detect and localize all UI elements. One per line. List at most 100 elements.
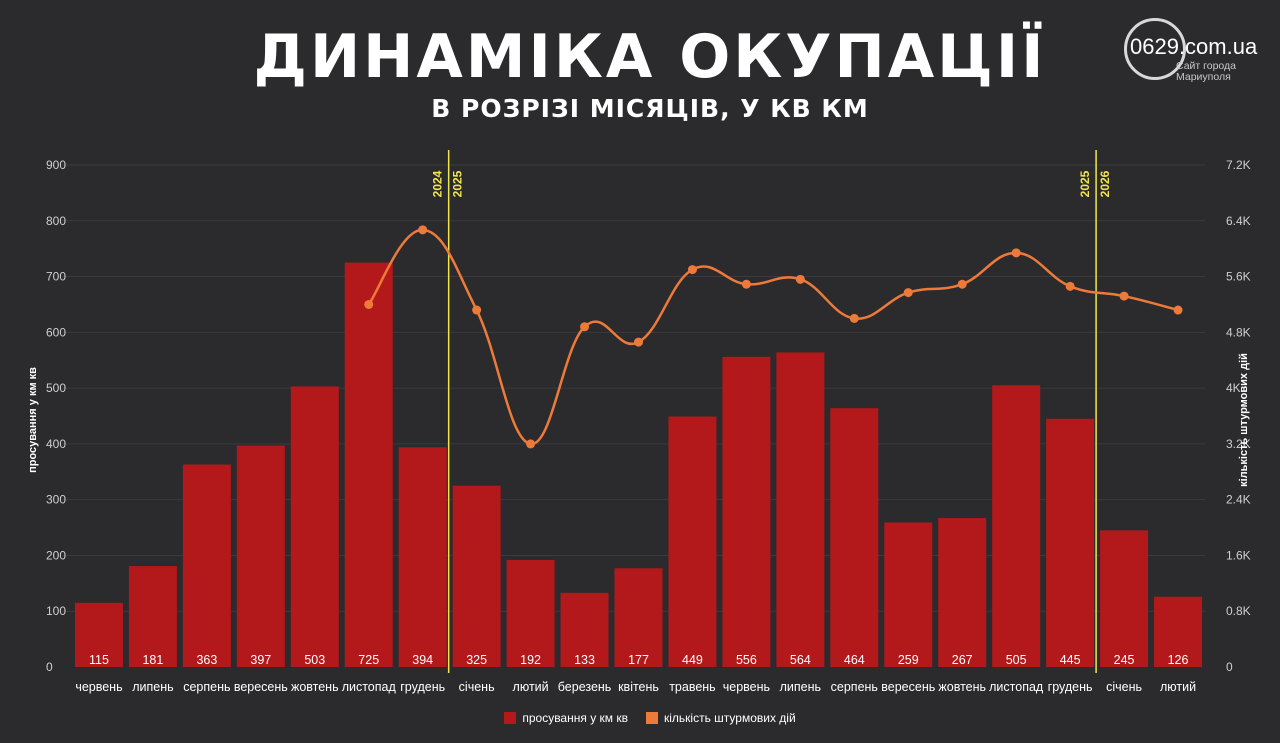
logo-ring-icon xyxy=(1124,18,1186,80)
line-point xyxy=(687,265,697,275)
x-tick-label: жовтень xyxy=(938,680,986,694)
legend-swatch-bars xyxy=(504,712,517,724)
y-tick-label: 800 xyxy=(46,214,66,228)
bar xyxy=(776,352,825,667)
y2-tick-label: 7.2K xyxy=(1226,158,1251,172)
x-tick-label: лютий xyxy=(1160,680,1196,694)
bar-value-label: 126 xyxy=(1168,653,1189,667)
bar xyxy=(668,416,717,667)
bar-value-label: 449 xyxy=(682,653,703,667)
x-tick-label: березень xyxy=(558,680,612,694)
line-point xyxy=(849,313,859,323)
line-point xyxy=(1173,305,1183,315)
bar xyxy=(938,518,987,667)
bar-value-label: 503 xyxy=(304,653,325,667)
legend-item-bars: просування у км кв xyxy=(504,711,628,725)
x-tick-label: жовтень xyxy=(291,680,339,694)
y-tick-label: 400 xyxy=(46,437,66,451)
bar xyxy=(560,592,609,667)
bar-value-label: 464 xyxy=(844,653,865,667)
year-label: 2025 xyxy=(1078,170,1092,197)
bar-value-label: 505 xyxy=(1006,653,1027,667)
bar xyxy=(884,522,933,667)
logo-tagline: Сайт города Мариуполя xyxy=(1176,61,1236,83)
x-tick-label: квітень xyxy=(618,680,659,694)
bar-value-label: 363 xyxy=(196,653,217,667)
bar xyxy=(614,568,663,667)
line-point xyxy=(526,439,536,449)
chart-title: ДИНАМІКА ОКУПАЦІЇ xyxy=(253,22,1047,92)
bar xyxy=(1100,530,1149,667)
x-tick-label: липень xyxy=(780,680,821,694)
y-axis-title: просування у км кв xyxy=(27,367,39,473)
bar-value-label: 564 xyxy=(790,653,811,667)
y-tick-label: 500 xyxy=(46,381,66,395)
x-tick-label: вересень xyxy=(881,680,935,694)
bar-value-label: 725 xyxy=(358,653,379,667)
y-tick-label: 100 xyxy=(46,604,66,618)
bar xyxy=(830,408,879,667)
line-point xyxy=(472,305,482,315)
legend-item-line: кількість штурмових дій xyxy=(645,711,796,725)
logo-tagline-line-2: Мариуполя xyxy=(1176,71,1231,83)
x-tick-label: грудень xyxy=(1048,680,1093,694)
line-point xyxy=(903,288,913,298)
line-series-path xyxy=(367,228,1179,446)
line-point xyxy=(741,279,751,289)
bar-value-label: 115 xyxy=(89,653,109,667)
bar-value-label: 267 xyxy=(952,653,973,667)
chart-subtitle: В РОЗРІЗІ МІСЯЦІВ, У КВ КМ xyxy=(431,94,869,123)
bar-value-label: 181 xyxy=(142,653,163,667)
bar xyxy=(1046,418,1095,667)
x-tick-label: серпень xyxy=(831,680,878,694)
y-tick-label: 900 xyxy=(46,158,66,172)
legend-label-bars: просування у км кв xyxy=(522,711,628,725)
y2-tick-label: 4.8K xyxy=(1226,325,1251,339)
y-tick-label: 700 xyxy=(46,270,66,284)
year-label: 2026 xyxy=(1098,170,1112,197)
y2-tick-label: 6.4K xyxy=(1226,214,1251,228)
x-tick-label: лютий xyxy=(513,680,549,694)
legend-label-line: кількість штурмових дій xyxy=(663,711,796,725)
bar xyxy=(722,356,771,667)
bar xyxy=(236,445,285,667)
bar xyxy=(182,464,231,667)
line-point xyxy=(795,274,805,284)
bar-value-label: 259 xyxy=(898,653,919,667)
y-tick-label: 600 xyxy=(46,325,66,339)
line-point xyxy=(1119,291,1129,301)
x-tick-label: січень xyxy=(1106,680,1142,694)
x-tick-label: грудень xyxy=(400,680,445,694)
logo-tagline-line-1: Сайт города xyxy=(1176,60,1236,72)
x-tick-label: травень xyxy=(669,680,716,694)
y2-tick-label: 2.4K xyxy=(1226,493,1251,507)
chart-legend: просування у км кв кількість штурмових д… xyxy=(0,711,1280,725)
x-tick-label: червень xyxy=(723,680,770,694)
bar-value-label: 325 xyxy=(466,653,487,667)
y2-tick-label: 0.8K xyxy=(1226,604,1251,618)
bar-value-label: 133 xyxy=(574,653,595,667)
y-tick-label: 200 xyxy=(46,548,66,562)
bar xyxy=(992,385,1041,667)
bar xyxy=(290,386,339,667)
bar-value-label: 397 xyxy=(250,653,271,667)
x-tick-label: листопад xyxy=(989,680,1044,694)
line-point xyxy=(957,279,967,289)
line-point xyxy=(364,299,374,309)
bar-value-label: 556 xyxy=(736,653,757,667)
line-point xyxy=(580,322,590,332)
bar xyxy=(506,559,555,667)
y2-tick-label: 4K xyxy=(1226,381,1241,395)
y2-axis-title: кількість штурмових дій xyxy=(1238,353,1250,487)
x-tick-label: серпень xyxy=(183,680,230,694)
bar xyxy=(128,566,177,667)
y-tick-label: 0 xyxy=(46,660,53,674)
site-logo[interactable]: 0629.com.ua Сайт города Мариуполя xyxy=(1122,16,1272,86)
bar-value-label: 245 xyxy=(1114,653,1135,667)
line-point xyxy=(418,225,428,235)
line-point xyxy=(1065,281,1075,291)
bar-value-label: 177 xyxy=(628,653,649,667)
year-label: 2025 xyxy=(451,170,465,197)
y2-tick-label: 0 xyxy=(1226,660,1233,674)
